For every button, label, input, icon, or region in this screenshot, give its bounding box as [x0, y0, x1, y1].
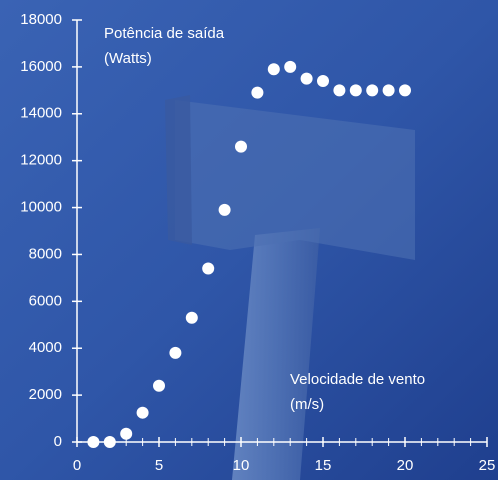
y-tick-label: 4000: [29, 339, 62, 356]
hub: [165, 95, 192, 245]
y-tick-label: 8000: [29, 245, 62, 262]
page: 0 2000 4000 6000 8000 10000 12000 14000 16000 180…: [0, 0, 498, 480]
x-tick-label: 0: [73, 457, 81, 474]
point: [333, 84, 345, 96]
x-tick-label: 15: [315, 457, 332, 474]
point: [284, 61, 296, 73]
x-tick-label: 5: [155, 457, 163, 474]
point: [87, 436, 99, 448]
y-tick-label: 0: [54, 433, 62, 450]
point: [383, 84, 395, 96]
point: [153, 380, 165, 392]
point: [202, 263, 214, 275]
y-tick-label: 2000: [29, 386, 62, 403]
x-tick-label: 20: [397, 457, 414, 474]
x-tick-label: 25: [479, 457, 496, 474]
x-axis-label: (m/s): [290, 396, 324, 413]
y-tick-label: 14000: [20, 105, 62, 122]
point: [186, 312, 198, 324]
x-axis-label: Velocidade de vento: [290, 371, 425, 388]
point: [169, 347, 181, 359]
point: [137, 407, 149, 419]
point: [235, 141, 247, 153]
point: [104, 436, 116, 448]
y-tick-label: 18000: [20, 11, 62, 28]
y-tick-label: 16000: [20, 58, 62, 75]
y-axis-label: (Watts): [104, 50, 152, 67]
point: [251, 87, 263, 99]
y-tick-label: 10000: [20, 199, 62, 216]
point: [268, 63, 280, 75]
point: [219, 204, 231, 216]
point: [350, 84, 362, 96]
point: [366, 84, 378, 96]
y-tick-label: 12000: [20, 152, 62, 169]
point: [399, 84, 411, 96]
point: [301, 73, 313, 85]
chart: 0 2000 4000 6000 8000 10000 12000 14000 16000 180…: [0, 0, 498, 480]
y-axis-label: Potência de saída: [104, 25, 225, 42]
point: [120, 428, 132, 440]
point: [317, 75, 329, 87]
y-tick-label: 6000: [29, 292, 62, 309]
x-tick-label: 10: [233, 457, 250, 474]
